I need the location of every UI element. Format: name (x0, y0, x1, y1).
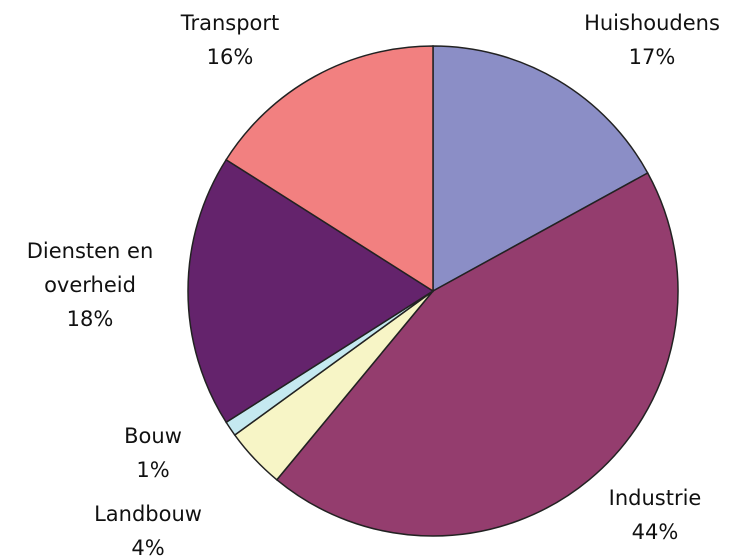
slice-label: Bouw 1% (53, 419, 253, 487)
pie-slice (225, 45, 434, 293)
slice-value: 18% (66, 307, 114, 331)
slice-label: Diensten en overheid 18% (10, 234, 170, 336)
slice-value: 17% (628, 45, 676, 69)
slice-value: 4% (131, 536, 165, 557)
slice-name: Diensten en overheid (26, 239, 154, 297)
slice-value: 1% (136, 458, 170, 482)
slice-name: Industrie (608, 486, 702, 510)
slice-label: Landbouw 4% (48, 497, 248, 557)
slice-value: 44% (631, 520, 679, 544)
slice-name: Transport (180, 11, 280, 35)
slice-name: Landbouw (94, 502, 202, 526)
pie-slice (187, 158, 435, 424)
slice-label: Huishoudens 17% (552, 6, 750, 74)
slice-label: Industrie 44% (555, 481, 750, 549)
slice-label: Transport 16% (130, 6, 330, 74)
pie-slice (432, 45, 649, 293)
slice-value: 16% (206, 45, 254, 69)
slice-name: Bouw (124, 424, 182, 448)
slice-name: Huishoudens (584, 11, 720, 35)
pie-slice (275, 171, 679, 537)
